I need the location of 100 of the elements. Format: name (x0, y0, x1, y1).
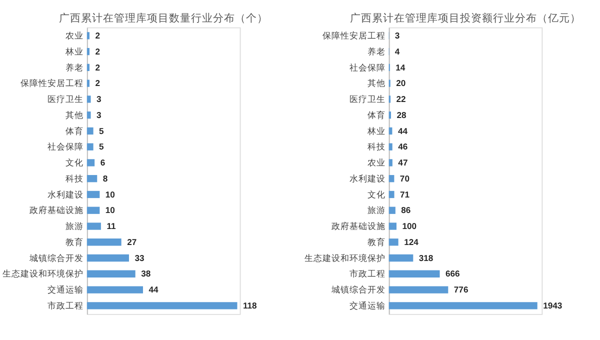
bar (86, 286, 143, 294)
y-tick-label: 政府基础设施 (332, 221, 386, 232)
data-label: 6 (100, 158, 106, 168)
chart-title: 广西累计在管理库项目投资额行业分布（亿元） (350, 12, 581, 25)
data-label: 776 (454, 284, 468, 295)
bar (86, 159, 95, 166)
y-tick-label: 农业 (368, 158, 386, 168)
y-tick-label: 生态建设和环境保护 (304, 252, 386, 263)
y-tick-label: 医疗卫生 (48, 94, 84, 104)
data-label: 44 (398, 126, 408, 136)
data-label: 2 (95, 78, 100, 88)
data-label: 11 (106, 221, 116, 232)
y-tick-label: 交通运输 (350, 300, 386, 311)
bar (388, 143, 392, 150)
bar (388, 190, 394, 198)
bar (388, 175, 394, 182)
y-tick-label: 科技 (368, 142, 386, 152)
bar (86, 112, 91, 119)
bar (86, 80, 90, 87)
data-label: 3 (394, 30, 400, 41)
y-tick-label: 旅游 (368, 205, 386, 216)
y-tick-label: 体育 (66, 126, 84, 136)
bar (86, 270, 136, 278)
bar (388, 222, 396, 230)
y-tick-label: 文化 (66, 158, 84, 168)
data-label: 4 (394, 46, 400, 56)
bar (86, 96, 91, 103)
bar (86, 32, 90, 40)
y-tick-label: 其他 (368, 78, 386, 88)
bar (388, 302, 538, 310)
y-tick-label: 养老 (368, 46, 386, 56)
y-tick-label: 农业 (66, 30, 84, 41)
bar (86, 48, 90, 56)
data-label: 22 (396, 94, 406, 104)
y-tick-label: 保障性安居工程 (20, 78, 84, 88)
chart-title: 广西累计在管理库项目数量行业分布（个） (58, 12, 268, 25)
data-label: 47 (398, 158, 408, 168)
data-label: 1943 (543, 300, 562, 311)
y-tick-label: 城镇综合开发 (28, 252, 84, 263)
bar (86, 127, 94, 135)
bar (388, 270, 440, 278)
y-tick-label: 保障性安居工程 (322, 30, 386, 41)
data-label: 33 (134, 252, 144, 263)
data-label: 5 (99, 126, 104, 136)
y-tick-label: 文化 (368, 189, 386, 200)
data-label: 14 (396, 62, 406, 72)
data-label: 44 (148, 284, 158, 295)
data-label: 70 (400, 173, 410, 184)
data-label: 5 (99, 142, 104, 152)
data-label: 666 (445, 268, 460, 279)
y-tick-label: 科技 (66, 173, 84, 184)
bar (86, 206, 100, 214)
bar (388, 286, 448, 294)
y-tick-label: 生态建设和环境保护 (2, 268, 84, 279)
data-label: 3 (96, 94, 102, 104)
data-label: 46 (398, 142, 408, 152)
bar (388, 159, 392, 166)
bar (86, 222, 101, 230)
bar (86, 254, 129, 262)
y-tick-label: 市政工程 (48, 300, 84, 311)
bar (86, 302, 238, 310)
y-tick-label: 其他 (66, 110, 84, 120)
y-tick-label: 政府基础设施 (30, 205, 84, 216)
data-label: 8 (102, 173, 108, 184)
data-label: 10 (105, 189, 116, 200)
y-tick-label: 交通运输 (48, 284, 84, 295)
data-label: 118 (242, 300, 258, 311)
y-tick-label: 城镇综合开发 (330, 284, 386, 295)
data-label: 27 (127, 236, 137, 247)
data-label: 71 (400, 189, 410, 200)
bar (86, 190, 100, 198)
bar (86, 238, 122, 246)
y-tick-label: 水利建设 (48, 189, 84, 200)
data-label: 38 (141, 268, 151, 279)
y-tick-label: 水利建设 (350, 173, 386, 184)
bar (86, 143, 94, 150)
bar (86, 64, 90, 72)
y-tick-label: 市政工程 (350, 268, 386, 279)
y-tick-label: 教育 (66, 236, 84, 247)
bar (388, 238, 398, 246)
y-tick-label: 社会保障 (350, 62, 386, 72)
data-label: 28 (396, 110, 406, 120)
data-label: 86 (401, 205, 411, 216)
bar (388, 254, 414, 262)
y-tick-label: 体育 (368, 110, 386, 120)
y-tick-label: 养老 (66, 62, 84, 72)
y-tick-label: 社会保障 (48, 142, 84, 152)
data-label: 2 (95, 46, 100, 56)
data-label: 124 (404, 236, 419, 247)
data-label: 100 (402, 221, 417, 232)
y-tick-label: 林业 (64, 46, 84, 56)
data-label: 3 (96, 110, 102, 120)
data-label: 10 (105, 205, 116, 216)
data-label: 2 (95, 30, 100, 41)
y-tick-label: 旅游 (66, 221, 84, 232)
bar (86, 175, 98, 182)
y-tick-label: 教育 (368, 236, 386, 247)
data-label: 318 (418, 252, 434, 263)
data-label: 2 (95, 62, 100, 72)
data-label: 20 (396, 78, 406, 88)
